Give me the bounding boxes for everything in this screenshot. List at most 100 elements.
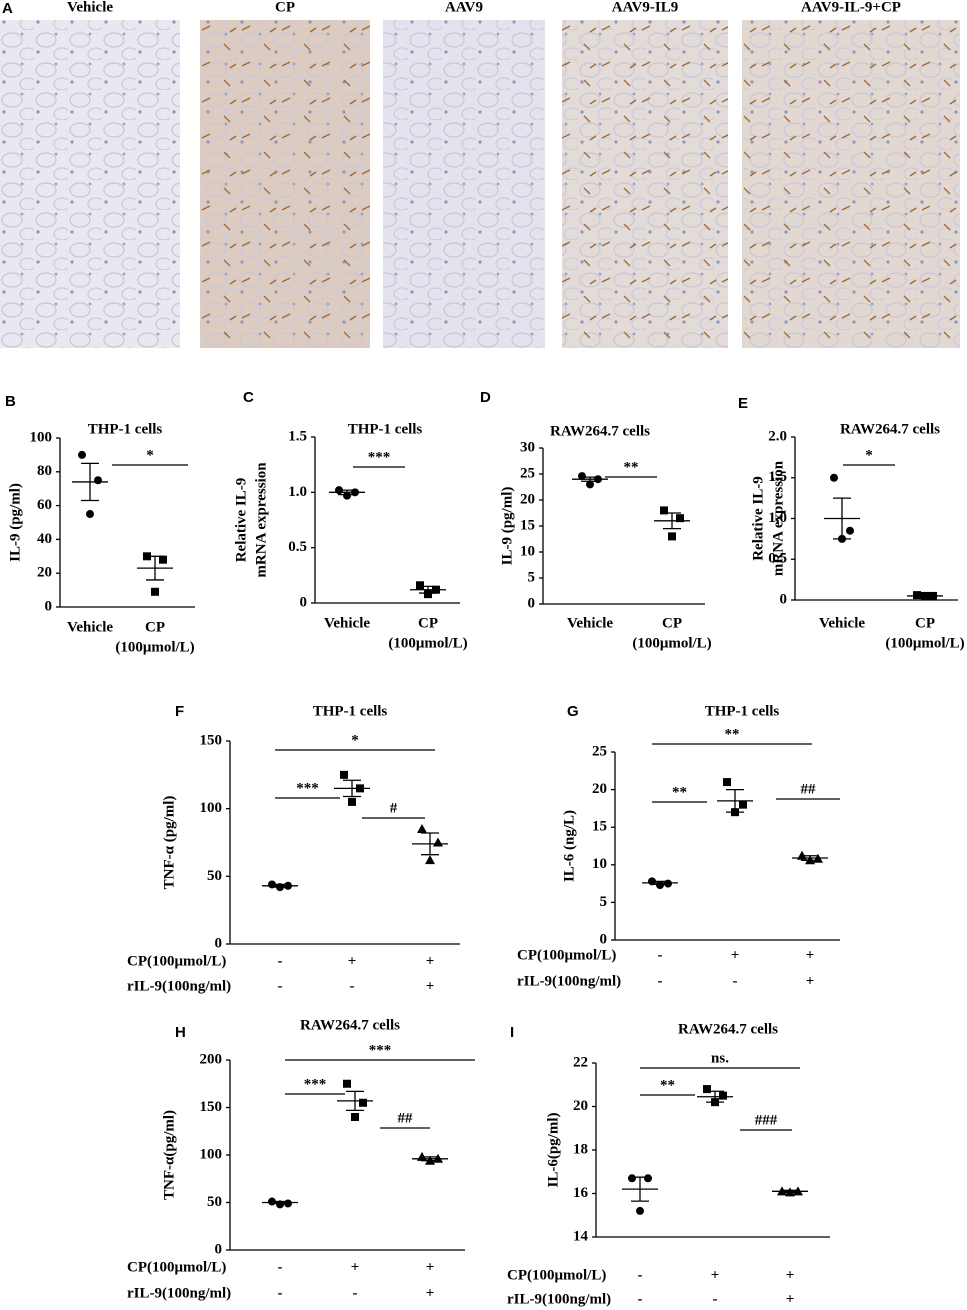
image-label: AAV9-IL9 bbox=[612, 0, 678, 15]
significance-label: *** bbox=[296, 780, 319, 796]
data-point bbox=[723, 778, 731, 787]
chart-title: RAW264.7 cells bbox=[300, 1017, 400, 1033]
data-point bbox=[348, 797, 356, 806]
significance-label: ** bbox=[624, 459, 639, 475]
data-point bbox=[830, 473, 838, 482]
y-axis-label: Relative IL-9 bbox=[750, 476, 766, 561]
y-tick-label: 100 bbox=[200, 1146, 223, 1162]
data-point bbox=[78, 450, 86, 459]
condition-mark: - bbox=[278, 978, 283, 994]
error-bar bbox=[833, 497, 851, 540]
data-point bbox=[660, 506, 668, 515]
y-tick-label: 0 bbox=[45, 598, 53, 614]
condition-mark: + bbox=[426, 1259, 435, 1275]
condition-mark: - bbox=[658, 947, 663, 963]
data-point bbox=[159, 555, 167, 564]
y-tick-label: 0 bbox=[300, 594, 308, 610]
condition-label: CP(100μmol/L) bbox=[127, 953, 226, 969]
condition-mark: - bbox=[350, 978, 355, 994]
condition-mark: + bbox=[426, 953, 435, 969]
error-bar bbox=[421, 1156, 439, 1162]
y-tick-label: 80 bbox=[37, 463, 52, 479]
y-tick-label: 1.5 bbox=[768, 469, 787, 485]
panel-letter: A bbox=[2, 0, 13, 17]
panel-letter: D bbox=[480, 389, 491, 406]
data-point bbox=[151, 587, 159, 596]
chart-panel: H RAW264.7 cells TNF-α(pg/ml) 0 50 100 150 200 C… bbox=[127, 1017, 475, 1301]
data-point bbox=[351, 1113, 359, 1121]
y-tick-label: 40 bbox=[37, 531, 52, 547]
y-tick-label: 100 bbox=[30, 429, 53, 445]
y-tick-label: 18 bbox=[573, 1141, 588, 1157]
data-point bbox=[676, 514, 684, 523]
condition-mark: + bbox=[348, 953, 357, 969]
data-point bbox=[668, 532, 676, 541]
y-tick-label: 22 bbox=[573, 1054, 588, 1070]
x-tick-label: CP bbox=[915, 615, 935, 631]
x-tick-label: CP bbox=[418, 615, 438, 631]
y-tick-label: 20 bbox=[37, 565, 52, 581]
y-tick-label: 5 bbox=[528, 569, 536, 585]
condition-mark: + bbox=[786, 1291, 795, 1307]
condition-label: CP(100μmol/L) bbox=[127, 1259, 226, 1275]
y-tick-label: 0.5 bbox=[768, 551, 787, 567]
x-tick-label: (100μmol/L) bbox=[115, 639, 194, 655]
y-tick-label: 20 bbox=[573, 1098, 588, 1114]
image-label: AAV9-IL-9+CP bbox=[801, 0, 901, 15]
data-point bbox=[644, 1174, 652, 1183]
condition-label: rIL-9(100ng/ml) bbox=[127, 1285, 231, 1301]
error-bar bbox=[801, 855, 819, 861]
condition-mark: - bbox=[733, 973, 738, 989]
data-point bbox=[416, 581, 424, 590]
condition-mark: - bbox=[638, 1267, 643, 1283]
panel-letter: F bbox=[175, 703, 184, 720]
condition-mark: + bbox=[711, 1267, 720, 1283]
error-bar bbox=[581, 476, 599, 482]
y-tick-label: 10 bbox=[520, 543, 535, 559]
chart-panel: I RAW264.7 cells IL-6(pg/ml) 14 16 18 20 22 CP(1… bbox=[507, 1021, 830, 1307]
y-tick-label: 1.5 bbox=[288, 428, 307, 444]
data-point bbox=[343, 491, 351, 500]
y-tick-label: 1.0 bbox=[288, 484, 307, 500]
x-tick-label: CP bbox=[662, 615, 682, 631]
error-bar bbox=[271, 883, 289, 888]
y-tick-label: 0 bbox=[528, 595, 536, 611]
significance-label: *** bbox=[304, 1076, 327, 1092]
panel-a: A Vehicle CP AAV9 AAV9-IL9 AAV9-IL-9+CP bbox=[0, 0, 960, 348]
significance-label: ## bbox=[398, 1110, 414, 1126]
y-tick-label: 0 bbox=[780, 591, 788, 607]
condition-label: CP(100μmol/L) bbox=[517, 947, 616, 963]
chart-panel: E RAW264.7 cells Relative IL-9 mRNA express… bbox=[738, 395, 965, 651]
error-bar bbox=[419, 585, 437, 594]
y-tick-label: 30 bbox=[520, 439, 535, 455]
data-point bbox=[636, 1206, 644, 1215]
image-label: CP bbox=[275, 0, 295, 15]
chart-panel: D RAW264.7 cells IL-9 (pg/ml) 0 5 10 15 20 25 30 V… bbox=[480, 389, 712, 651]
significance-label: * bbox=[865, 447, 873, 463]
y-tick-label: 150 bbox=[200, 1099, 223, 1115]
significance-label: ** bbox=[672, 784, 687, 800]
chart-title: RAW264.7 cells bbox=[678, 1021, 778, 1037]
data-point bbox=[359, 1098, 367, 1107]
condition-label: rIL-9(100ng/ml) bbox=[517, 973, 621, 989]
micrograph-texture bbox=[0, 20, 180, 348]
x-tick-label: Vehicle bbox=[819, 615, 865, 631]
x-tick-label: Vehicle bbox=[567, 615, 613, 631]
condition-mark: - bbox=[278, 1285, 283, 1301]
error-bar bbox=[146, 555, 164, 581]
condition-mark: + bbox=[806, 947, 815, 963]
y-tick-label: 15 bbox=[520, 517, 535, 533]
data-point bbox=[94, 476, 102, 485]
y-tick-label: 0 bbox=[215, 935, 223, 951]
chart-title: THP-1 cells bbox=[705, 703, 780, 719]
condition-label: rIL-9(100ng/ml) bbox=[127, 978, 231, 994]
image-label: AAV9 bbox=[445, 0, 483, 15]
panel-letter: H bbox=[175, 1024, 186, 1041]
y-tick-label: 1.0 bbox=[768, 510, 787, 526]
micrograph-stain bbox=[562, 20, 728, 348]
data-point bbox=[86, 510, 94, 519]
y-axis-label: mRNA expression bbox=[770, 460, 786, 576]
condition-mark: + bbox=[786, 1267, 795, 1283]
y-tick-label: 25 bbox=[592, 743, 607, 759]
condition-mark: + bbox=[806, 973, 815, 989]
